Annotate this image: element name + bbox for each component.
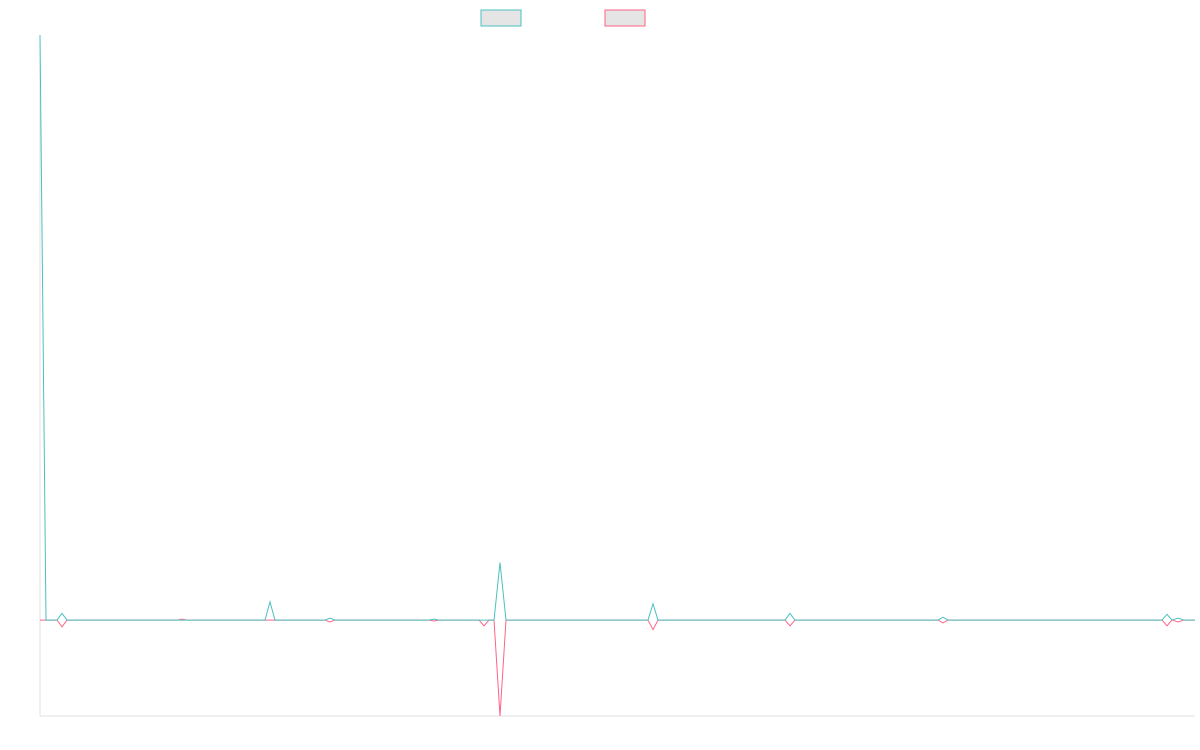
series-line <box>39 34 1195 621</box>
legend-swatch[interactable] <box>480 9 522 27</box>
series-line <box>40 618 1195 717</box>
legend-swatch[interactable] <box>604 9 646 27</box>
